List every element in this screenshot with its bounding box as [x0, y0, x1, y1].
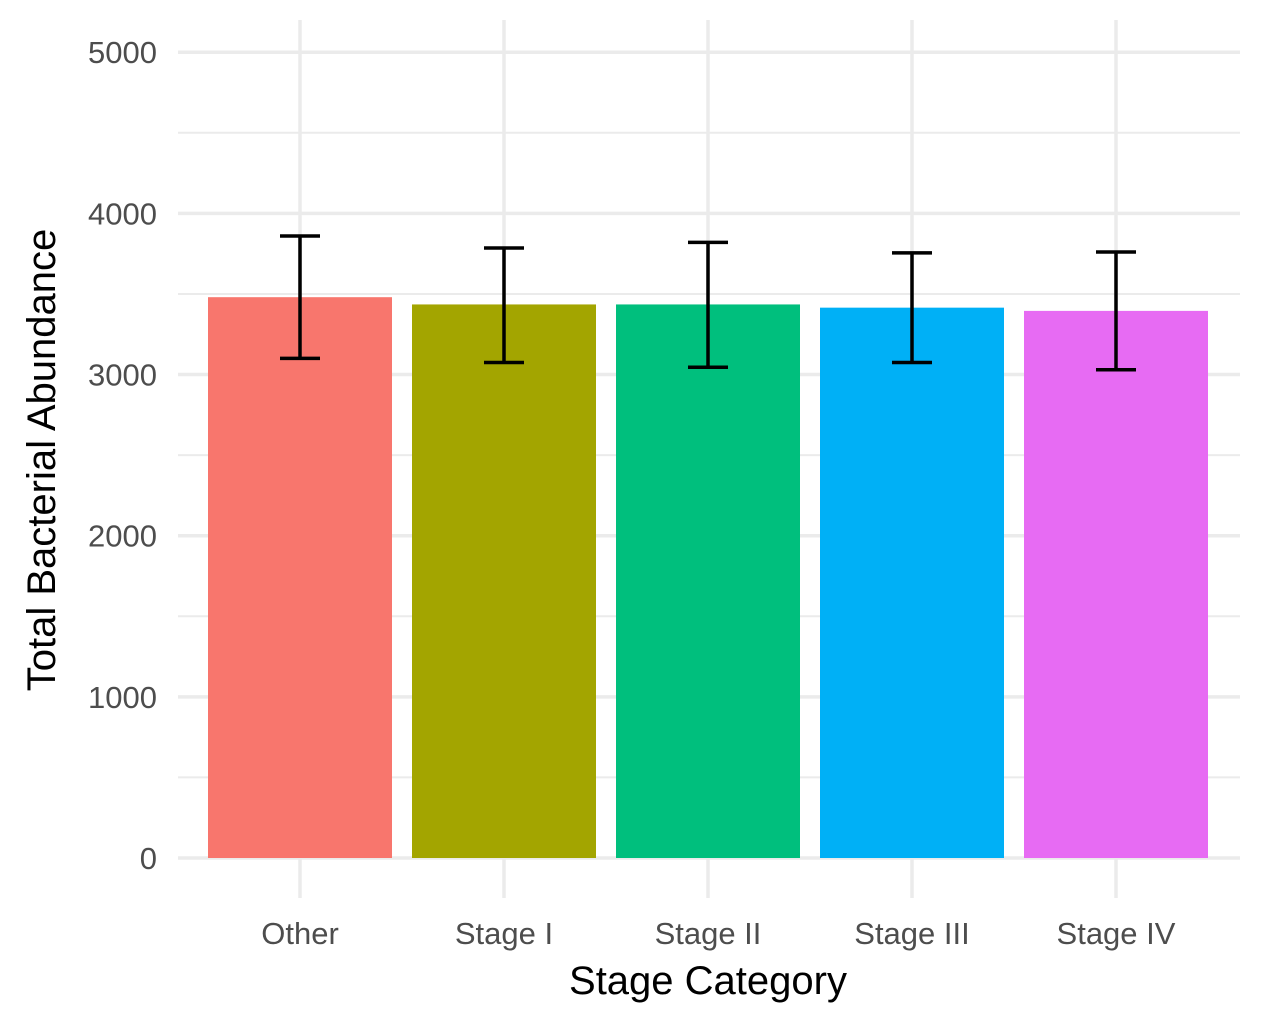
error-bar [280, 234, 320, 361]
tick-labels: 0 1000 2000 3000 4000 5000 Other Stage I Stage I… [88, 35, 1176, 951]
error-bar [1096, 250, 1136, 372]
x-tick-label: Stage II [655, 916, 762, 951]
bar-stage-iv [1024, 310, 1208, 858]
x-tick-label: Stage III [854, 916, 969, 951]
bar-stage-ii [616, 304, 800, 858]
error-bars [280, 234, 1136, 372]
error-bar [688, 240, 728, 370]
bars [208, 297, 1208, 859]
error-bar [892, 251, 932, 365]
bar-stage-iii [820, 307, 1004, 858]
error-bar [484, 246, 524, 365]
y-tick-label: 0 [140, 841, 157, 876]
x-tick-label: Other [261, 916, 339, 951]
y-tick-label: 4000 [88, 196, 157, 231]
y-tick-label: 5000 [88, 35, 157, 70]
y-tick-label: 1000 [88, 680, 157, 715]
x-tick-label: Stage IV [1057, 916, 1176, 951]
bar-stage-i [412, 304, 596, 858]
y-tick-label: 3000 [88, 358, 157, 393]
y-tick-label: 2000 [88, 519, 157, 554]
y-axis-title: Total Bacterial Abundance [20, 229, 64, 692]
x-tick-label: Stage I [455, 916, 553, 951]
bar-other [208, 297, 392, 859]
x-axis-title: Stage Category [569, 959, 847, 1003]
